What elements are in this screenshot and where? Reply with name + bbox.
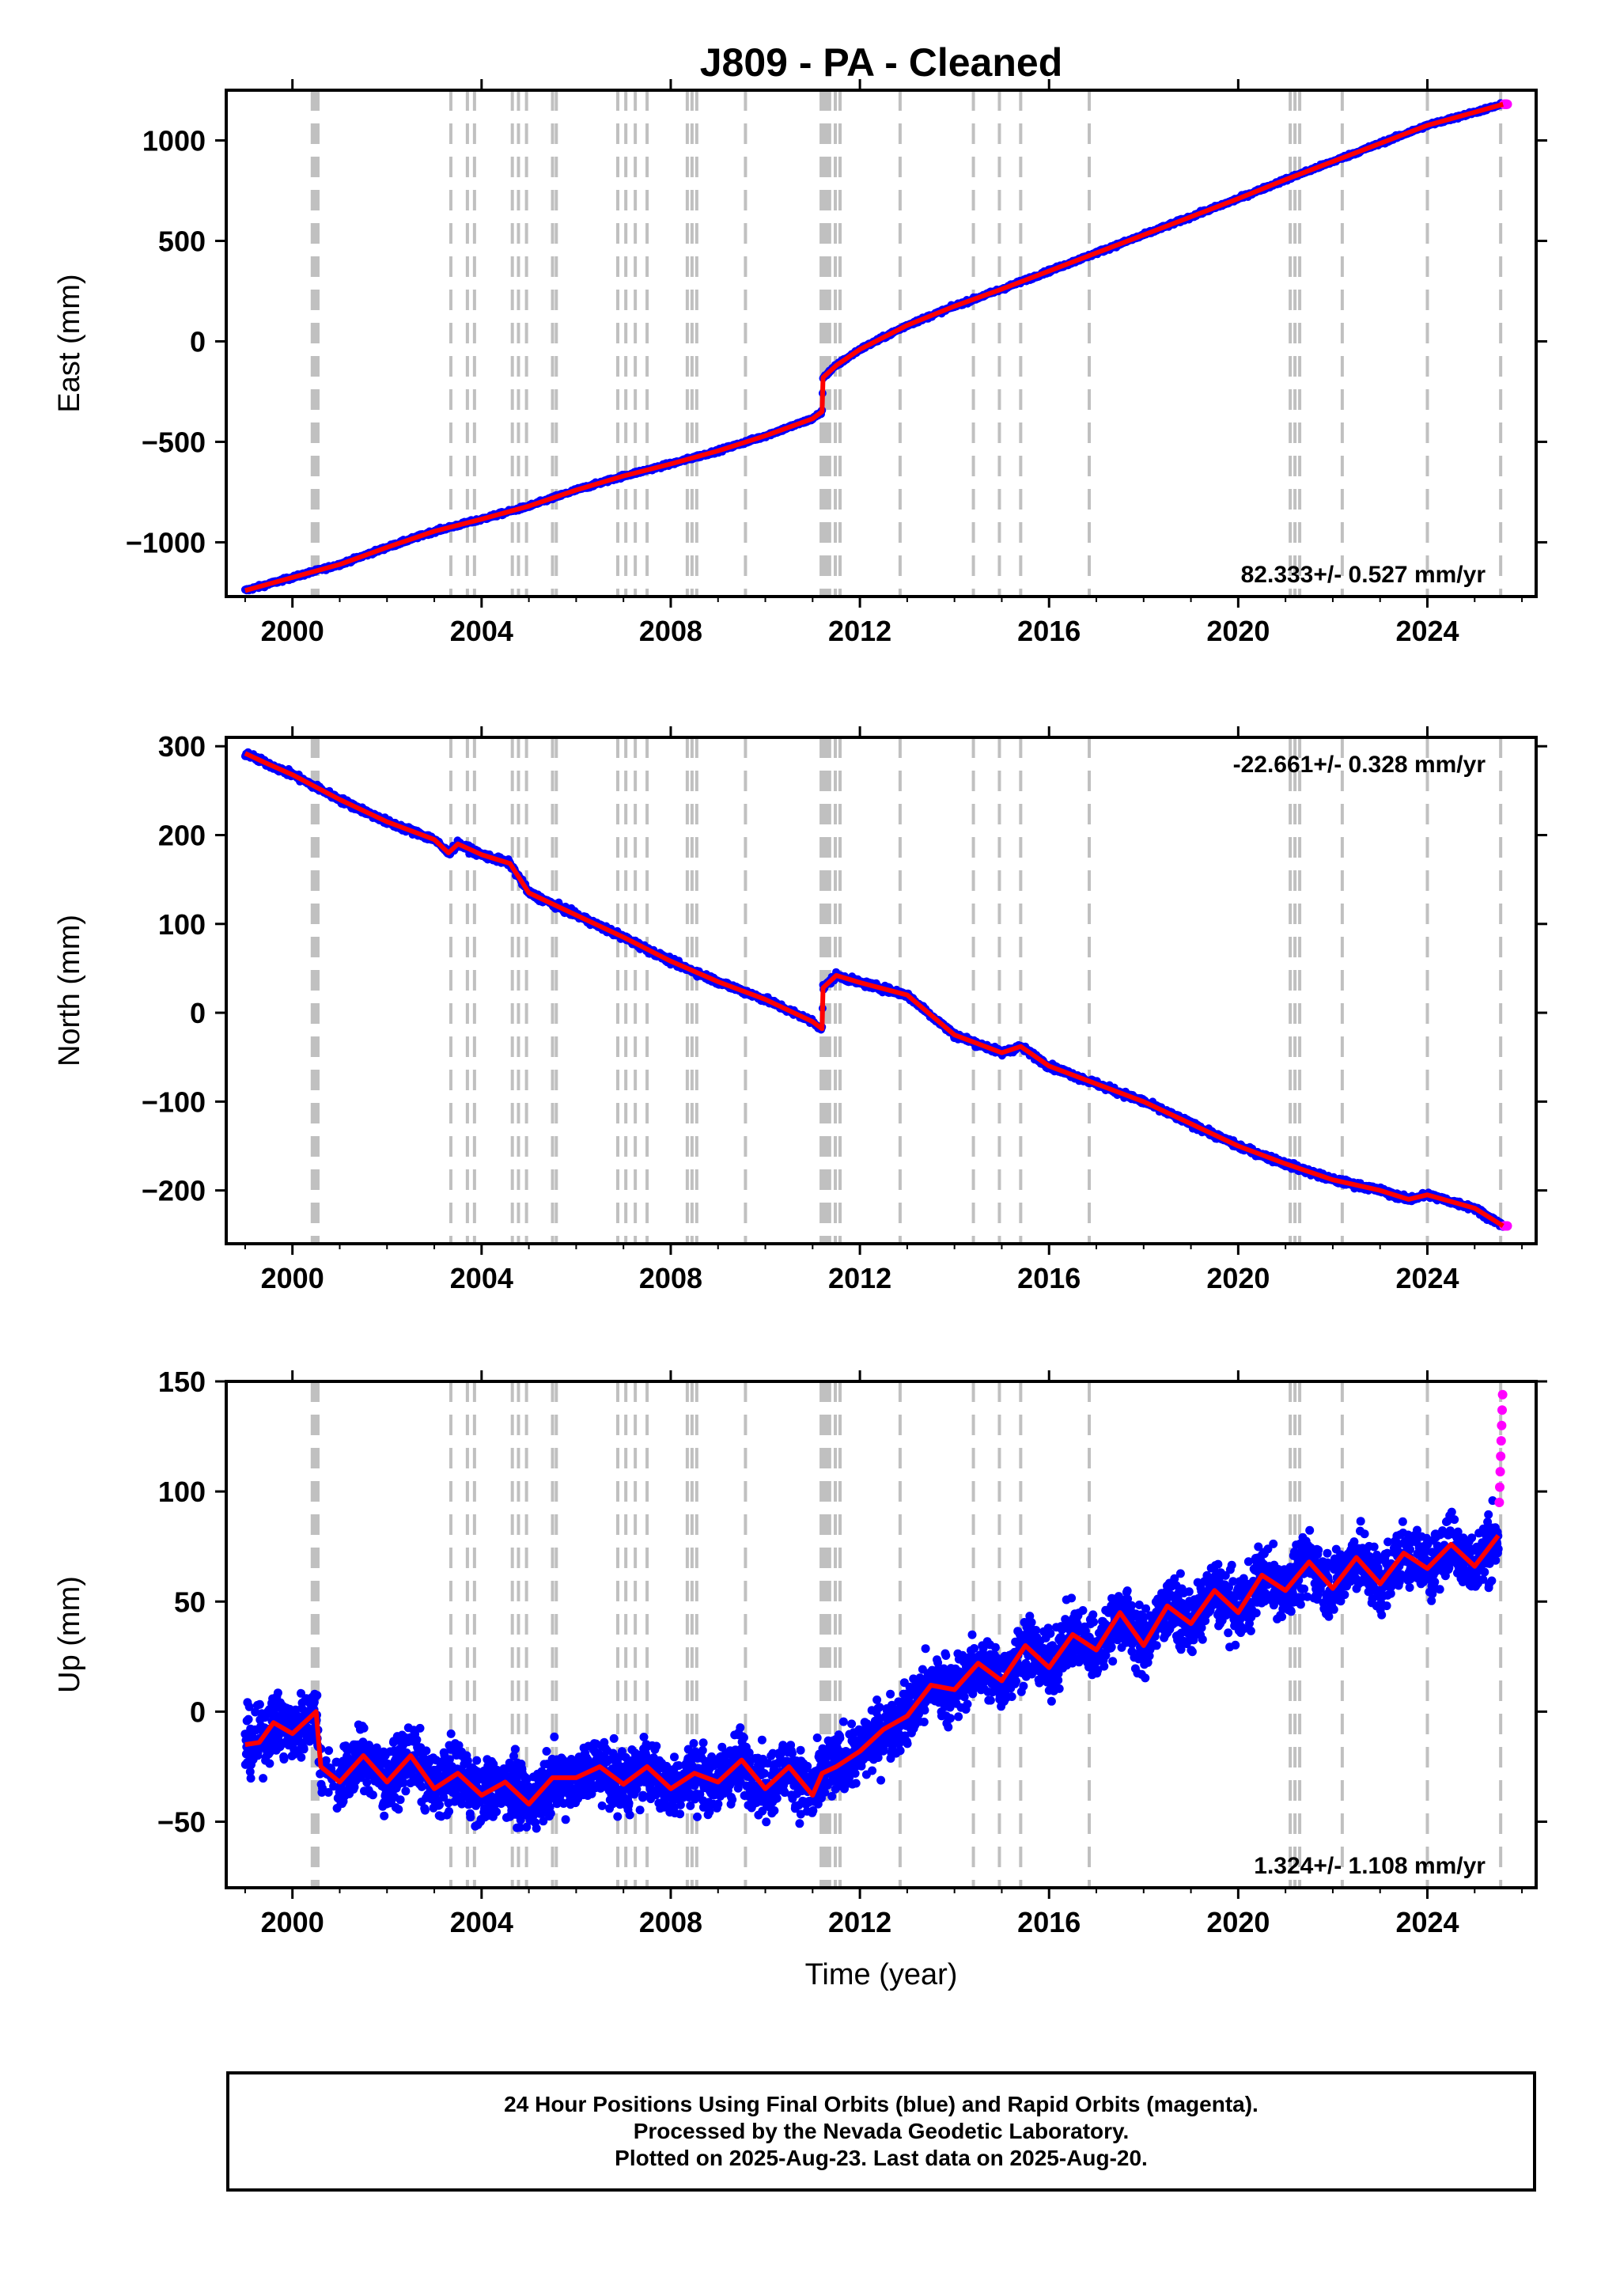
east-panel: 2000 2004 2008 2012 2016 2020 2024 −1000 −500 0 50… [53, 79, 1547, 647]
x-tick-label: 2012 [828, 615, 891, 647]
north-daily-positions [240, 748, 1508, 1231]
east-y-axis-label: East (mm) [53, 274, 86, 412]
y-tick-label: −1000 [126, 526, 206, 559]
east-daily-positions [240, 99, 1508, 595]
east-rapid-positions [1499, 99, 1512, 109]
east-rate-label: 82.333+/- 0.527 mm/yr [1241, 562, 1486, 588]
east-model-line [244, 101, 1504, 593]
y-tick-label: −500 [142, 426, 206, 458]
rapid-data-point [1502, 99, 1512, 109]
x-tick-label: 2024 [1395, 615, 1459, 647]
x-tick-label: 2020 [1206, 615, 1270, 647]
y-tick-label: 1000 [142, 124, 206, 157]
x-tick-label: 2016 [1017, 615, 1081, 647]
y-tick-label: 0 [190, 325, 206, 358]
north-panel: 2000 2004 2008 2012 2016 2020 2024−200−1000100… [53, 726, 1547, 1294]
x-tick-label: 2004 [450, 615, 513, 647]
east-plot-frame [225, 89, 1538, 598]
time-series-chart: J809 - PA - Cleaned 2000 2004 2008 2012 2016… [53, 40, 1547, 1991]
x-tick-label: 2000 [261, 615, 324, 647]
y-tick-label: 500 [158, 225, 206, 257]
x-tick-label: 2008 [639, 615, 702, 647]
chart-title: J809 - PA - Cleaned [700, 40, 1063, 85]
